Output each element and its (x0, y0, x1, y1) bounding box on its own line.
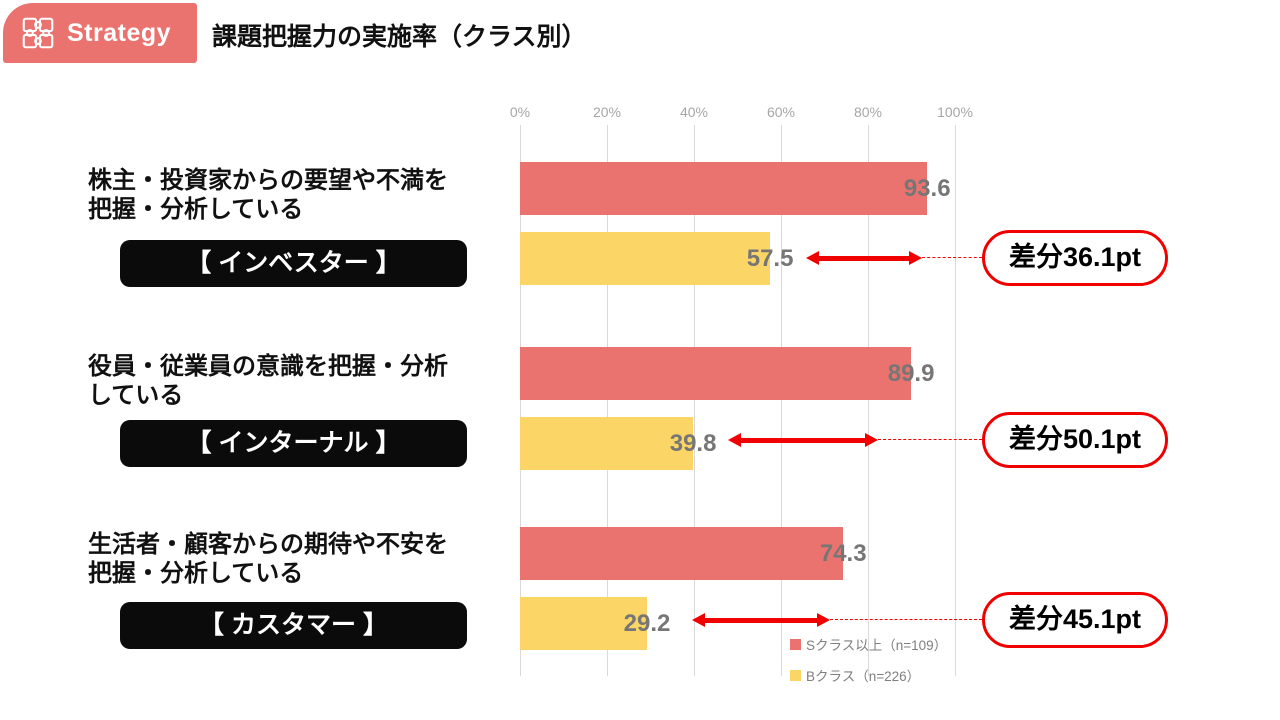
arrow-right-icon (817, 613, 830, 627)
bar-value: 74.3 (819, 540, 867, 567)
axis-tick: 20% (592, 104, 622, 120)
gridline (520, 125, 521, 676)
bar-value: 29.2 (623, 610, 671, 637)
gridline (781, 125, 782, 676)
bar-sclass-customer (520, 527, 844, 580)
arrow-right-icon (865, 433, 878, 447)
gridline (868, 125, 869, 676)
diff-connector (922, 257, 982, 258)
bar-value: 89.9 (887, 360, 935, 387)
legend-label: Bクラス（n=226） (806, 669, 921, 684)
category-label-investor: 株主・投資家からの要望や不満を 把握・分析している (88, 167, 448, 223)
arrow-right-icon (909, 251, 922, 265)
category-label-customer: 生活者・顧客からの期待や不安を 把握・分析している (88, 531, 448, 587)
arrow-left-icon (692, 613, 705, 627)
page-title: 課題把握力の実施率（クラス別） (212, 23, 587, 51)
diff-badge: 差分45.1pt (982, 592, 1168, 648)
diff-arrow (818, 256, 910, 261)
legend-swatch-yellow (790, 669, 801, 681)
gridline (607, 125, 608, 676)
category-tag-internal: 【 インターナル 】 (120, 420, 467, 467)
strategy-badge: Strategy (3, 3, 197, 63)
gridline (955, 125, 956, 676)
diff-badge: 差分50.1pt (982, 412, 1168, 468)
gridline (694, 125, 695, 676)
legend-item-sclass: Sクラス以上（n=109） (790, 634, 947, 654)
legend-label: Sクラス以上（n=109） (806, 638, 948, 653)
diff-arrow (740, 438, 866, 443)
arrow-left-icon (728, 433, 741, 447)
diff-arrow (704, 618, 818, 623)
category-tag-customer: 【 カスタマー 】 (120, 602, 467, 649)
legend-swatch-red (790, 638, 801, 650)
category-tag-investor: 【 インベスター 】 (120, 240, 467, 287)
bar-value: 93.6 (903, 175, 951, 202)
bar-sclass-internal (520, 347, 912, 400)
puzzle-icon (22, 17, 54, 49)
axis-tick: 100% (937, 104, 973, 120)
category-label-internal: 役員・従業員の意識を把握・分析 している (88, 353, 448, 409)
bar-value: 39.8 (669, 430, 717, 457)
axis-tick: 0% (509, 104, 531, 120)
bar-value: 57.5 (746, 245, 794, 272)
axis-tick: 40% (679, 104, 709, 120)
diff-connector (830, 619, 982, 620)
legend-item-bclass: Bクラス（n=226） (790, 665, 920, 685)
axis-tick: 60% (766, 104, 796, 120)
bar-bclass-internal (520, 417, 694, 470)
bar-bclass-investor (520, 232, 771, 285)
diff-connector (878, 439, 982, 440)
badge-label: Strategy (67, 18, 172, 47)
diff-badge: 差分36.1pt (982, 230, 1168, 286)
bar-sclass-investor (520, 162, 928, 215)
arrow-left-icon (806, 251, 819, 265)
axis-tick: 80% (853, 104, 883, 120)
bar-bclass-customer (520, 597, 647, 650)
